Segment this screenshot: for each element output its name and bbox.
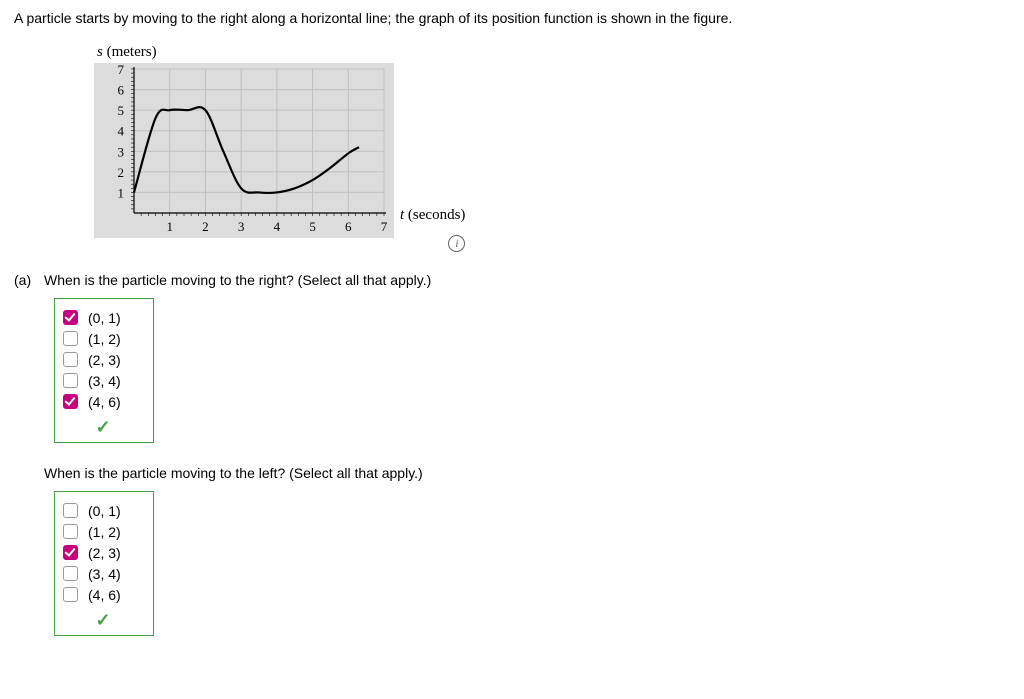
checkbox[interactable]	[63, 524, 78, 539]
svg-text:5: 5	[118, 103, 125, 118]
result-indicator: ✓	[63, 608, 143, 631]
svg-text:2: 2	[118, 165, 125, 180]
option-row: (0, 1)	[63, 503, 143, 519]
option-label: (0, 1)	[88, 310, 121, 326]
option-label: (2, 3)	[88, 352, 121, 368]
checkbox[interactable]	[63, 545, 78, 560]
part-letter-a: (a)	[14, 272, 44, 288]
svg-text:4: 4	[118, 124, 125, 139]
checkbox[interactable]	[63, 352, 78, 367]
checkbox[interactable]	[63, 566, 78, 581]
svg-text:3: 3	[238, 219, 245, 234]
option-row: (1, 2)	[63, 524, 143, 540]
check-icon: ✓	[95, 417, 110, 437]
option-label: (0, 1)	[88, 503, 121, 519]
svg-text:7: 7	[118, 63, 125, 77]
option-row: (4, 6)	[63, 587, 143, 603]
check-icon: ✓	[95, 610, 110, 630]
svg-text:1: 1	[118, 185, 125, 200]
checkbox[interactable]	[63, 394, 78, 409]
checkbox[interactable]	[63, 587, 78, 602]
svg-text:5: 5	[309, 219, 316, 234]
problem-statement: A particle starts by moving to the right…	[14, 10, 1010, 26]
option-row: (2, 3)	[63, 545, 143, 561]
checkbox[interactable]	[63, 310, 78, 325]
svg-text:3: 3	[118, 144, 125, 159]
question-prompt: When is the particle moving to the right…	[44, 272, 1010, 288]
option-label: (3, 4)	[88, 566, 121, 582]
option-label: (1, 2)	[88, 331, 121, 347]
svg-text:2: 2	[202, 219, 209, 234]
option-row: (0, 1)	[63, 310, 143, 326]
checkbox[interactable]	[63, 331, 78, 346]
option-label: (4, 6)	[88, 587, 121, 603]
option-label: (4, 6)	[88, 394, 121, 410]
option-row: (2, 3)	[63, 352, 143, 368]
question-prompt: When is the particle moving to the left?…	[44, 465, 1010, 481]
option-label: (2, 3)	[88, 545, 121, 561]
answer-box: (0, 1) (1, 2) (2, 3) (3, 4) (4, 6) ✓	[54, 298, 154, 443]
answer-box: (0, 1) (1, 2) (2, 3) (3, 4) (4, 6) ✓	[54, 491, 154, 636]
svg-text:4: 4	[274, 219, 281, 234]
x-axis-label: t (seconds)	[400, 207, 465, 224]
result-indicator: ✓	[63, 415, 143, 438]
info-icon[interactable]: i	[448, 235, 465, 252]
option-label: (1, 2)	[88, 524, 121, 540]
svg-text:6: 6	[118, 83, 125, 98]
checkbox[interactable]	[63, 373, 78, 388]
option-label: (3, 4)	[88, 373, 121, 389]
svg-text:7: 7	[381, 219, 388, 234]
figure-region: s (meters) 1 2 3 4 5 6 7 1 2 3 4 5 6 7 t (seconds) i	[94, 44, 1010, 252]
option-row: (1, 2)	[63, 331, 143, 347]
option-row: (3, 4)	[63, 566, 143, 582]
svg-text:1: 1	[166, 219, 173, 234]
y-axis-label: s (meters)	[97, 44, 1010, 61]
checkbox[interactable]	[63, 503, 78, 518]
position-graph: 1 2 3 4 5 6 7 1 2 3 4 5 6 7	[94, 63, 394, 238]
option-row: (4, 6)	[63, 394, 143, 410]
option-row: (3, 4)	[63, 373, 143, 389]
svg-text:6: 6	[345, 219, 352, 234]
